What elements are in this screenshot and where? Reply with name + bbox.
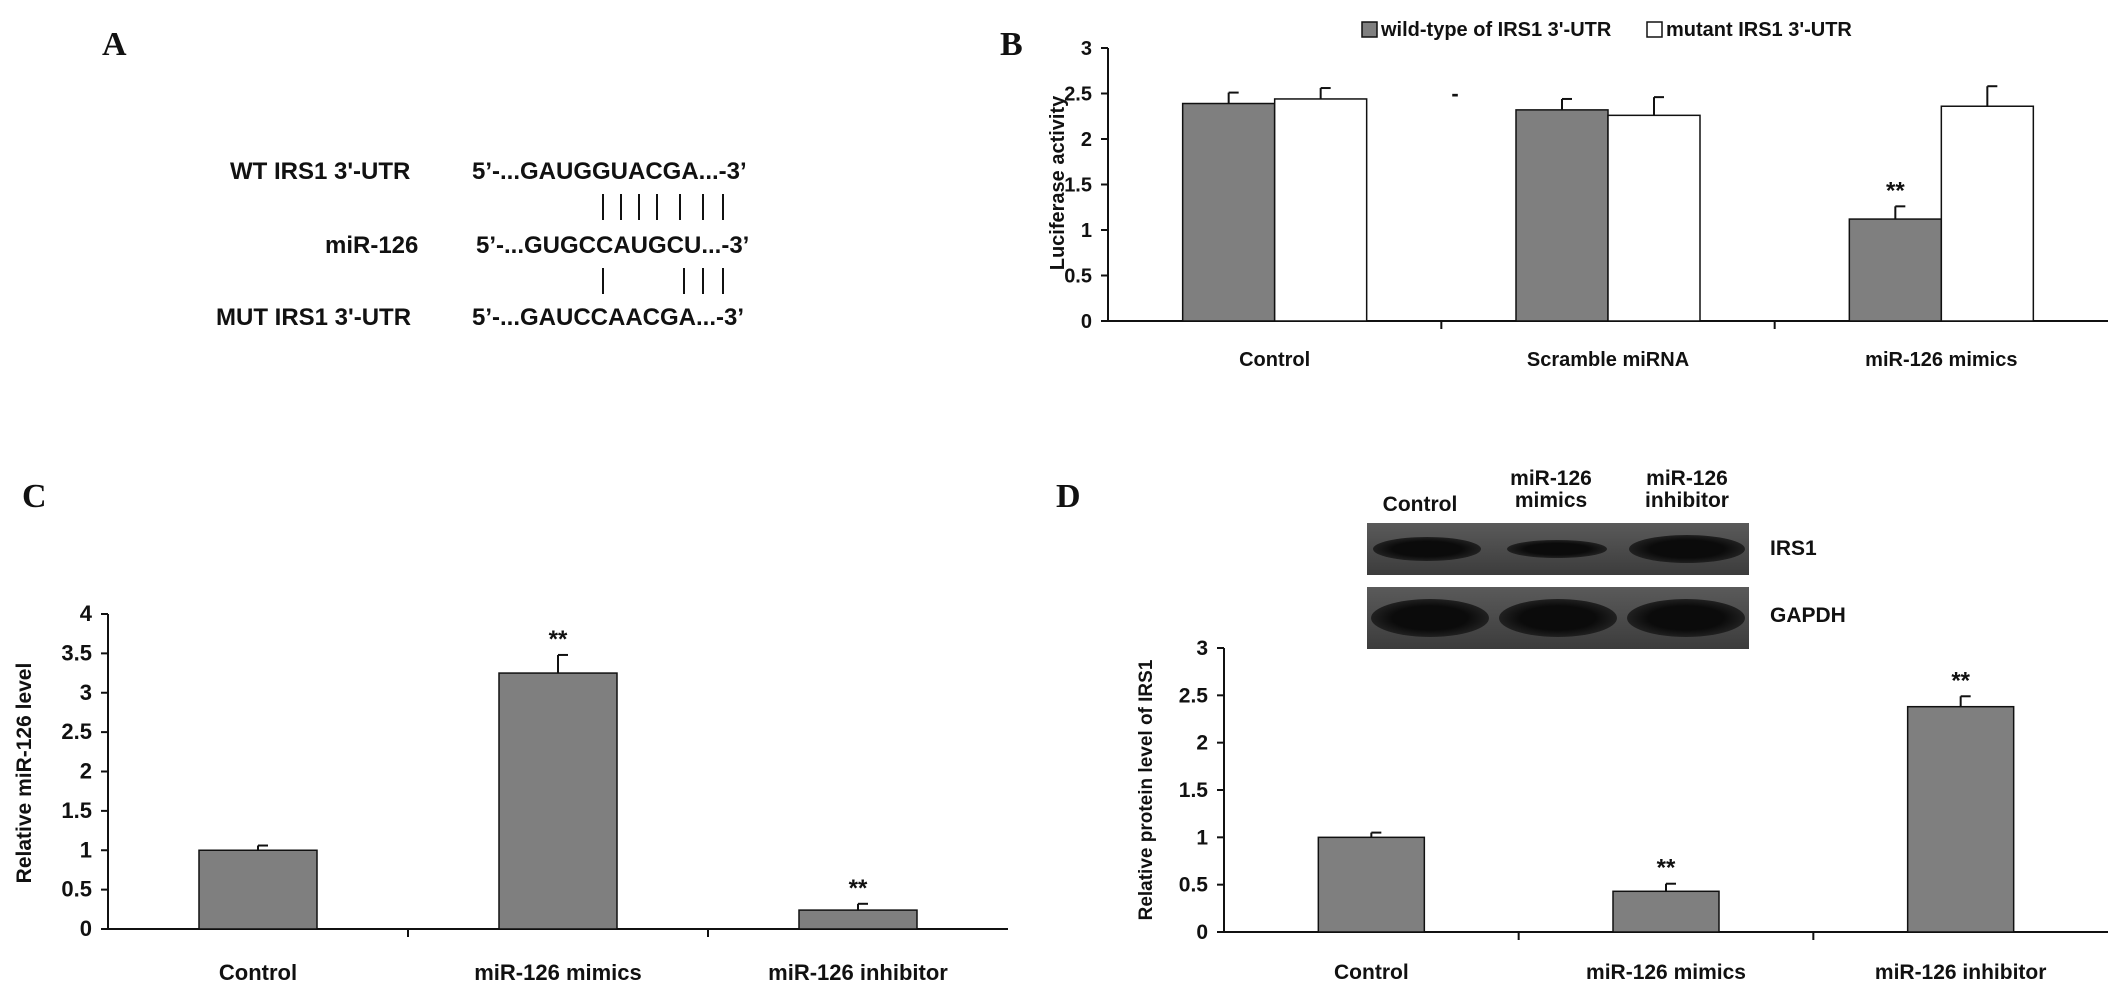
y-tick-label: 1: [1196, 826, 1208, 849]
bar: [1515, 109, 1609, 322]
blot-lane-label: miR-126 mimics: [1510, 467, 1592, 512]
x-tick-label: miR-126 mimics: [474, 960, 642, 985]
legend-swatch: [1646, 21, 1663, 38]
y-tick-label: 0: [1196, 921, 1208, 944]
y-tick-label: 1: [1081, 220, 1092, 242]
y-tick-label: 0.5: [1064, 266, 1092, 288]
x-tick-label: Control: [219, 960, 297, 985]
y-tick-label: 4: [80, 601, 93, 626]
y-tick-label: 2: [1081, 129, 1092, 151]
panel-letter-d: D: [1056, 478, 1081, 515]
seq-text-wt: 5’-...GAUGGUACGA...-3’: [472, 158, 747, 185]
bar: [1906, 705, 2015, 933]
pair-line: [679, 194, 681, 220]
band-gapdh-control: [1371, 599, 1489, 637]
band-irs1-control: [1373, 537, 1481, 561]
x-tick-label: miR-126 inhibitor: [1875, 961, 2047, 984]
seq-label-wt: WT IRS1 3'-UTR: [230, 158, 411, 185]
y-tick-label: 3: [1196, 637, 1208, 660]
y-tick-label: 3.5: [61, 640, 92, 665]
y-tick-label: 2.5: [61, 719, 92, 744]
legend-label: mutant IRS1 3'-UTR: [1666, 19, 1852, 41]
y-tick-label: 1.5: [61, 798, 92, 823]
y-tick-label: 2: [80, 759, 92, 784]
pair-line: [602, 268, 604, 294]
legend-label: wild-type of IRS1 3'-UTR: [1380, 19, 1612, 41]
significance-label: **: [1886, 177, 1905, 204]
pair-line: [722, 194, 724, 220]
seq-label-mir: miR-126: [325, 232, 419, 259]
legend-swatch: [1361, 21, 1378, 38]
blot-lane-label: Control: [1382, 493, 1458, 516]
band-irs1-mimics: [1507, 540, 1607, 558]
y-tick-label: 1.5: [1064, 175, 1092, 197]
band-irs1-inhibitor: [1629, 535, 1745, 563]
significance-label: **: [1657, 855, 1676, 882]
bar: [498, 672, 618, 930]
y-tick-label: 0.5: [1179, 874, 1209, 897]
pair-line: [702, 194, 704, 220]
blot-lane-label: miR-126 inhibitor: [1645, 467, 1729, 512]
seq-text-mir: 5’-...GUGCCAUGCU...-3’: [476, 232, 750, 259]
pair-line: [702, 268, 704, 294]
x-tick-label: miR-126 mimics: [1586, 961, 1746, 984]
blot-row-label: IRS1: [1770, 537, 1817, 560]
bar: [1612, 890, 1720, 933]
y-tick-label: 1.5: [1179, 779, 1209, 802]
blot-strip-gapdh: [1367, 587, 1749, 649]
panel-letter-c: C: [22, 478, 47, 515]
y-axis-label: Luciferase activity: [1047, 95, 1069, 270]
bar: [1181, 102, 1276, 322]
x-tick-label: Control: [1334, 961, 1409, 984]
blot-row-label: GAPDH: [1770, 604, 1846, 627]
annotation-dash: -: [1451, 81, 1458, 106]
significance-label: **: [549, 626, 568, 653]
band-gapdh-mimics: [1499, 599, 1617, 637]
y-tick-label: 1: [80, 837, 92, 862]
y-tick-label: 3: [1081, 38, 1092, 60]
pair-line: [638, 194, 640, 220]
pair-line: [620, 194, 622, 220]
y-tick-label: 2: [1196, 732, 1208, 755]
band-gapdh-inhibitor: [1627, 599, 1745, 637]
bar: [1940, 105, 2035, 322]
pair-line: [602, 194, 604, 220]
y-tick-label: 0: [80, 916, 92, 941]
y-tick-label: 3: [80, 680, 92, 705]
bar: [198, 849, 318, 930]
significance-label: **: [1951, 667, 1970, 694]
x-tick-label: miR-126 mimics: [1865, 349, 2017, 371]
y-tick-label: 2.5: [1064, 84, 1092, 106]
x-tick-label: miR-126 inhibitor: [768, 960, 948, 985]
y-axis-label: Relative protein level of IRS1: [1136, 659, 1157, 920]
panel-letter-a: A: [102, 26, 127, 63]
seq-text-mut: 5’-...GAUCCAACGA...-3’: [472, 304, 745, 331]
y-tick-label: 0.5: [61, 877, 92, 902]
panel-letter-b: B: [1000, 26, 1023, 63]
y-tick-label: 2.5: [1179, 684, 1209, 707]
x-tick-label: Scramble miRNA: [1527, 349, 1689, 371]
pair-line: [683, 268, 685, 294]
pair-line: [722, 268, 724, 294]
y-tick-label: 0: [1081, 311, 1092, 333]
bar: [1607, 114, 1701, 322]
blot-strip-irs1: [1367, 523, 1749, 575]
seq-label-mut: MUT IRS1 3'-UTR: [216, 304, 412, 331]
legend: wild-type of IRS1 3'-UTR mutant IRS1 3'-…: [1361, 19, 1852, 41]
x-tick-label: Control: [1239, 349, 1310, 371]
pair-line: [656, 194, 658, 220]
y-axis-label: Relative miR-126 level: [13, 663, 36, 884]
significance-label: **: [849, 875, 868, 902]
bar: [1317, 836, 1426, 933]
